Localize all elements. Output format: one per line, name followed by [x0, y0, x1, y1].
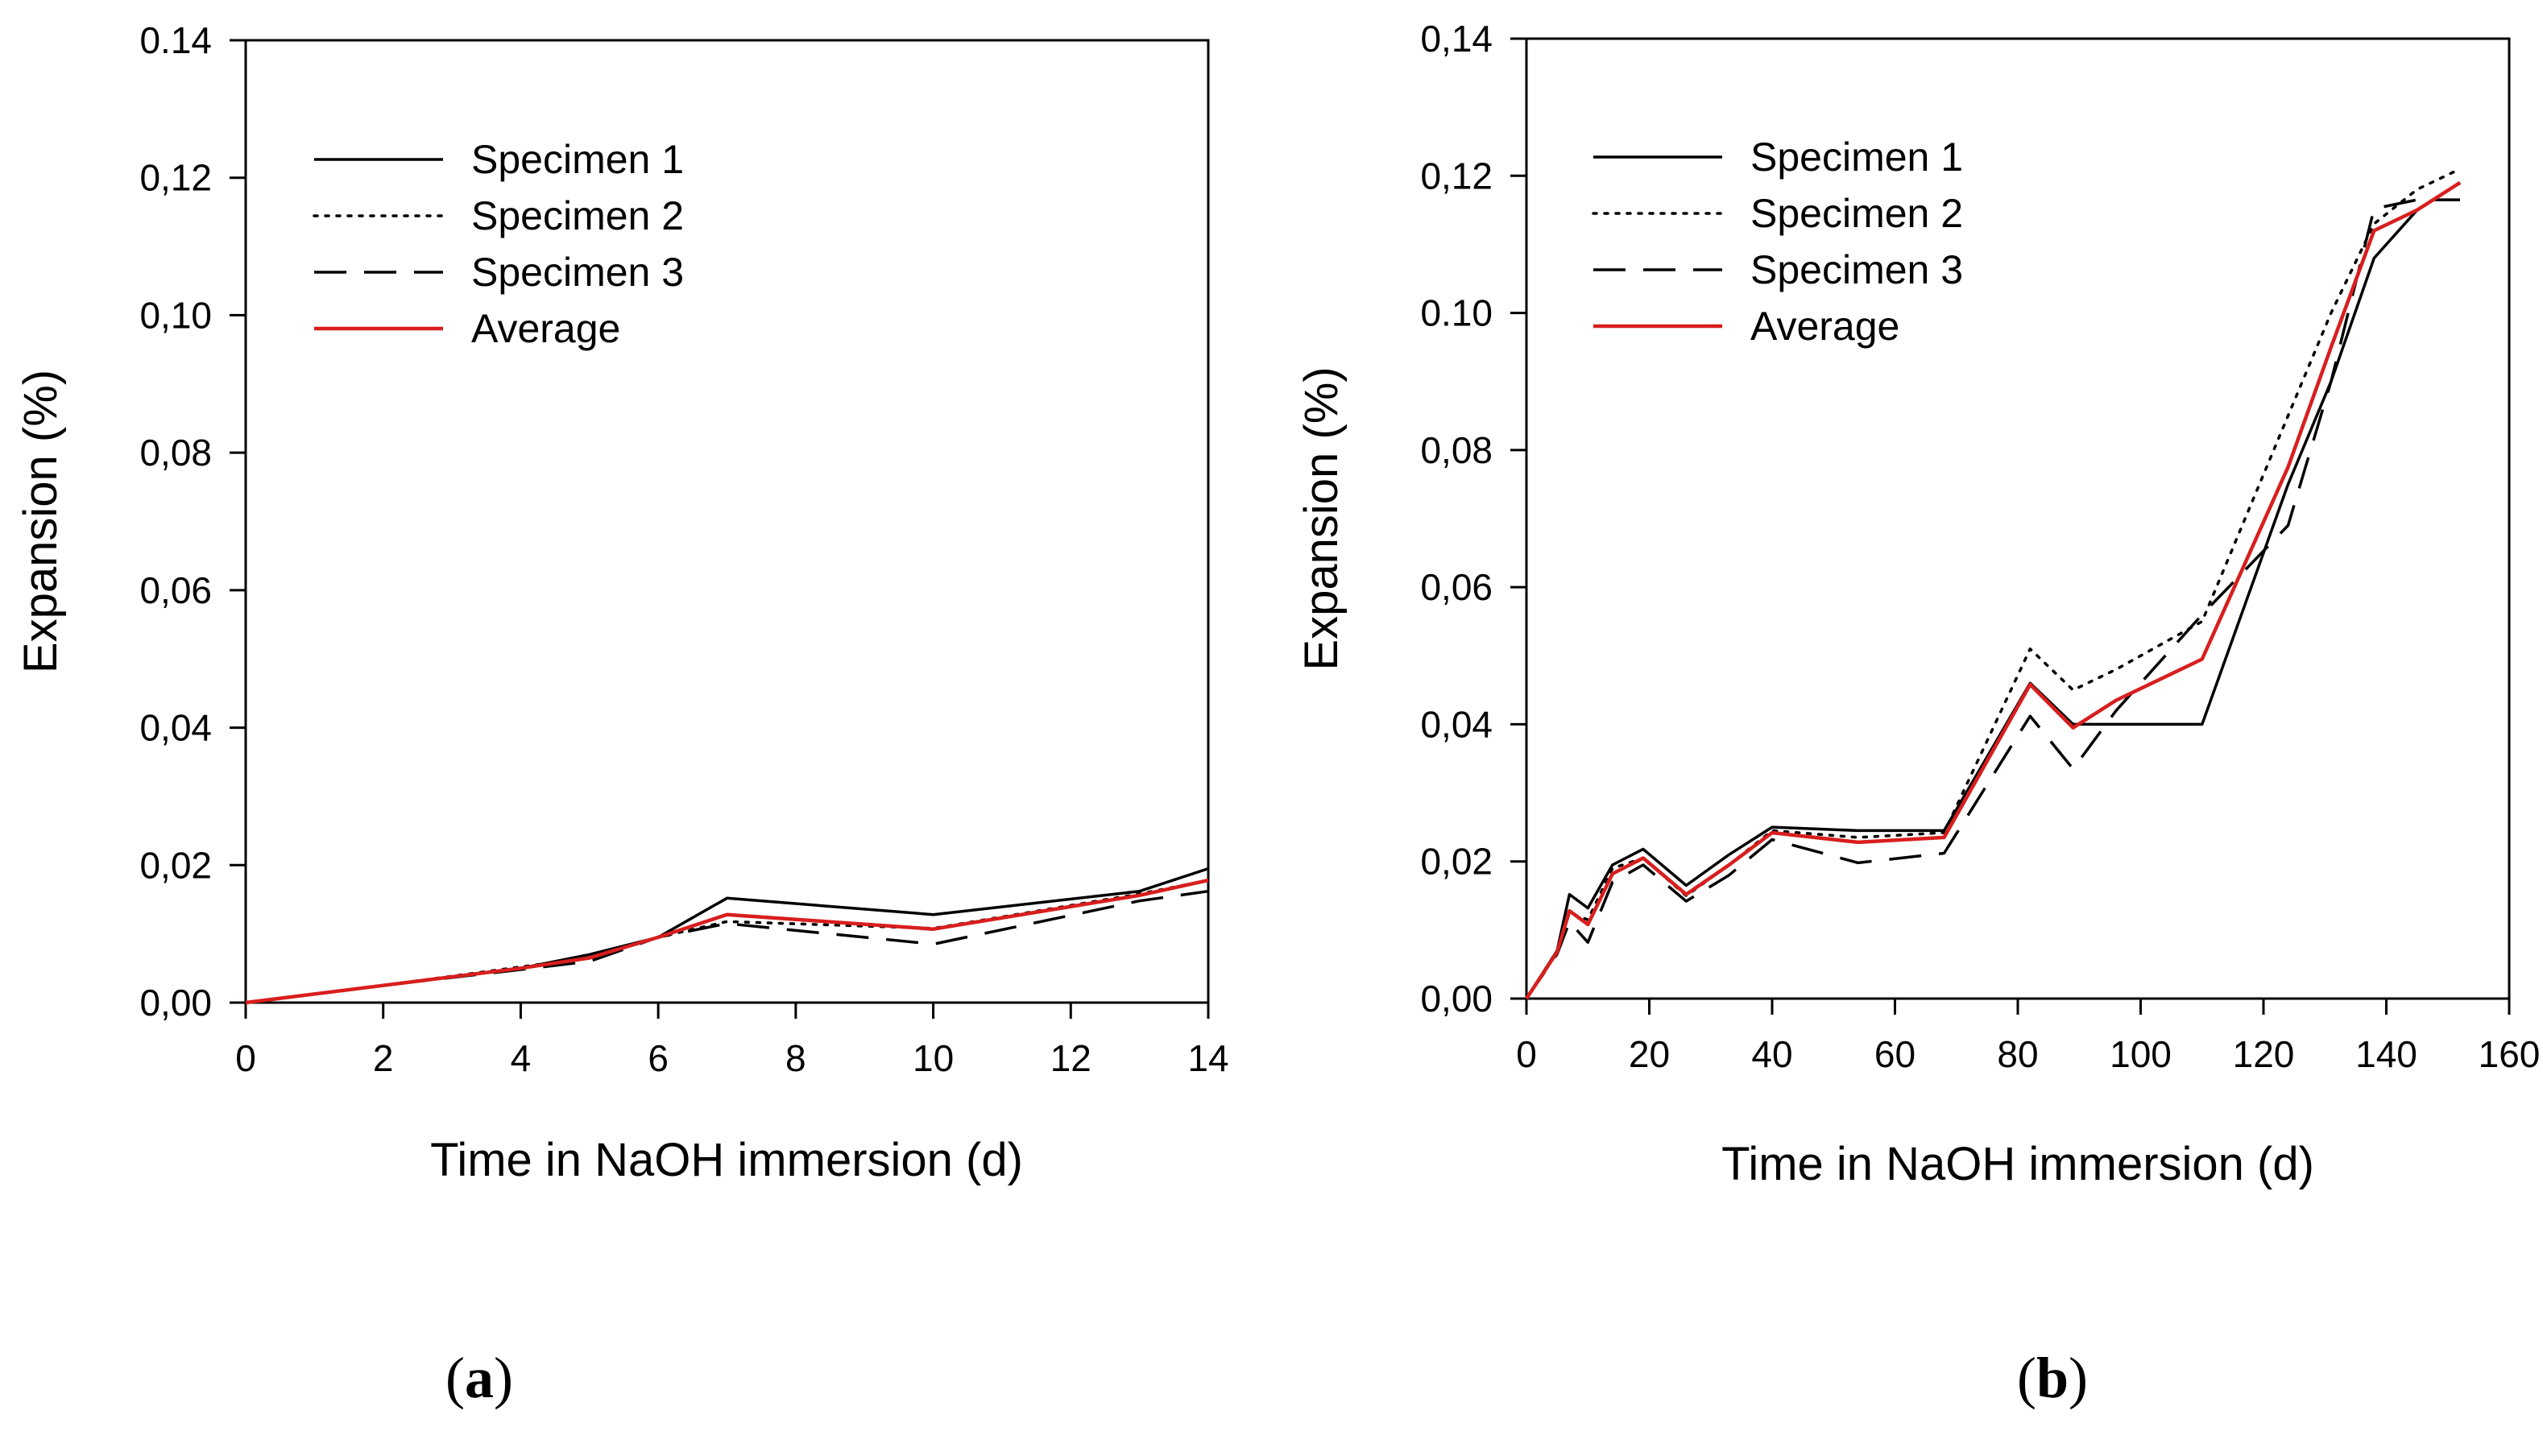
- series-line-specimen-1: [245, 867, 1209, 1004]
- panel-label-close: ): [494, 1346, 513, 1410]
- legend-label: Specimen 1: [471, 137, 684, 182]
- y-tick-label: 0,04: [1420, 703, 1493, 745]
- panel-label-open: (: [445, 1346, 465, 1410]
- plot-frame: [244, 39, 1210, 1004]
- y-tick-label: 0,00: [139, 982, 212, 1024]
- y-tick-label: 0,04: [139, 707, 212, 749]
- legend-label: Specimen 3: [1750, 247, 1963, 292]
- x-tick-label: 160: [2479, 1033, 2541, 1075]
- legend-label: Specimen 2: [1750, 191, 1963, 236]
- x-tick-label: 6: [648, 1037, 669, 1079]
- y-tick-label: 0.10: [1420, 292, 1493, 334]
- chart-panel-b: 0,00 0,02 0,04 0,06 0,08 0.10 0,12 0,14 0 20 40 60 8…: [1295, 18, 2540, 1410]
- y-tick-label: 0,06: [1420, 566, 1493, 608]
- x-tick-label: 2: [373, 1037, 394, 1079]
- chart-panel-a: 0,00 0,02 0,04 0,06 0,08 0,10 0,12 0.14 0 2 4 6 8 10 1…: [14, 19, 1229, 1410]
- x-tick-label: 80: [1997, 1033, 2038, 1075]
- y-tick-label: 0,08: [1420, 429, 1493, 471]
- y-axis-title: Expansion (%): [14, 370, 67, 673]
- panel-label-letter: b: [2036, 1346, 2069, 1410]
- y-tick-label: 0,10: [139, 294, 212, 336]
- y-tick-label: 0,06: [139, 569, 212, 611]
- panel-label: (a): [445, 1346, 513, 1410]
- y-tick-label: 0,14: [1420, 18, 1493, 60]
- series-line-average: [1525, 180, 2462, 1000]
- legend-label: Average: [471, 306, 620, 351]
- x-tick-label: 14: [1187, 1037, 1228, 1079]
- series-line-average: [245, 878, 1209, 1005]
- y-tick-label: 0,02: [1420, 841, 1493, 883]
- x-axis-title: Time in NaOH immersion (d): [430, 1134, 1023, 1186]
- x-tick-label: 60: [1874, 1033, 1916, 1075]
- x-tick-label: 0: [235, 1037, 256, 1079]
- y-tick-label: 0,02: [139, 844, 212, 886]
- y-tick-label: 0,00: [1420, 978, 1493, 1020]
- y-tick-label: 0,08: [139, 432, 212, 474]
- y-tick-label: 0,12: [1420, 155, 1493, 196]
- series-line-specimen-2: [1525, 168, 2462, 1000]
- legend-label: Specimen 2: [471, 193, 684, 238]
- x-tick-label: 120: [2233, 1033, 2295, 1075]
- series-line-specimen-3: [1525, 198, 2460, 999]
- x-tick-label: 20: [1629, 1033, 1670, 1075]
- panel-label-open: (: [2017, 1346, 2036, 1410]
- panel-label: (b): [2017, 1346, 2088, 1410]
- panel-label-close: ): [2069, 1346, 2088, 1410]
- plot-frame: [1525, 37, 2511, 1000]
- panel-label-letter: a: [465, 1346, 494, 1410]
- x-tick-label: 100: [2110, 1033, 2172, 1075]
- x-tick-label: 4: [511, 1037, 532, 1079]
- legend-label: Average: [1750, 304, 1899, 349]
- x-tick-label: 8: [785, 1037, 806, 1079]
- y-axis-title: Expansion (%): [1295, 366, 1348, 670]
- y-tick-label: 0.14: [139, 19, 212, 61]
- y-tick-label: 0,12: [139, 157, 212, 199]
- x-tick-label: 10: [913, 1037, 954, 1079]
- x-axis-title: Time in NaOH immersion (d): [1721, 1138, 2314, 1190]
- x-tick-label: 140: [2355, 1033, 2417, 1075]
- legend-label: Specimen 1: [1750, 134, 1963, 180]
- x-tick-label: 12: [1050, 1037, 1091, 1079]
- series-line-specimen-1: [1525, 181, 2461, 999]
- x-tick-label: 40: [1751, 1033, 1792, 1075]
- legend-label: Specimen 3: [471, 250, 684, 295]
- x-tick-label: 0: [1516, 1033, 1537, 1075]
